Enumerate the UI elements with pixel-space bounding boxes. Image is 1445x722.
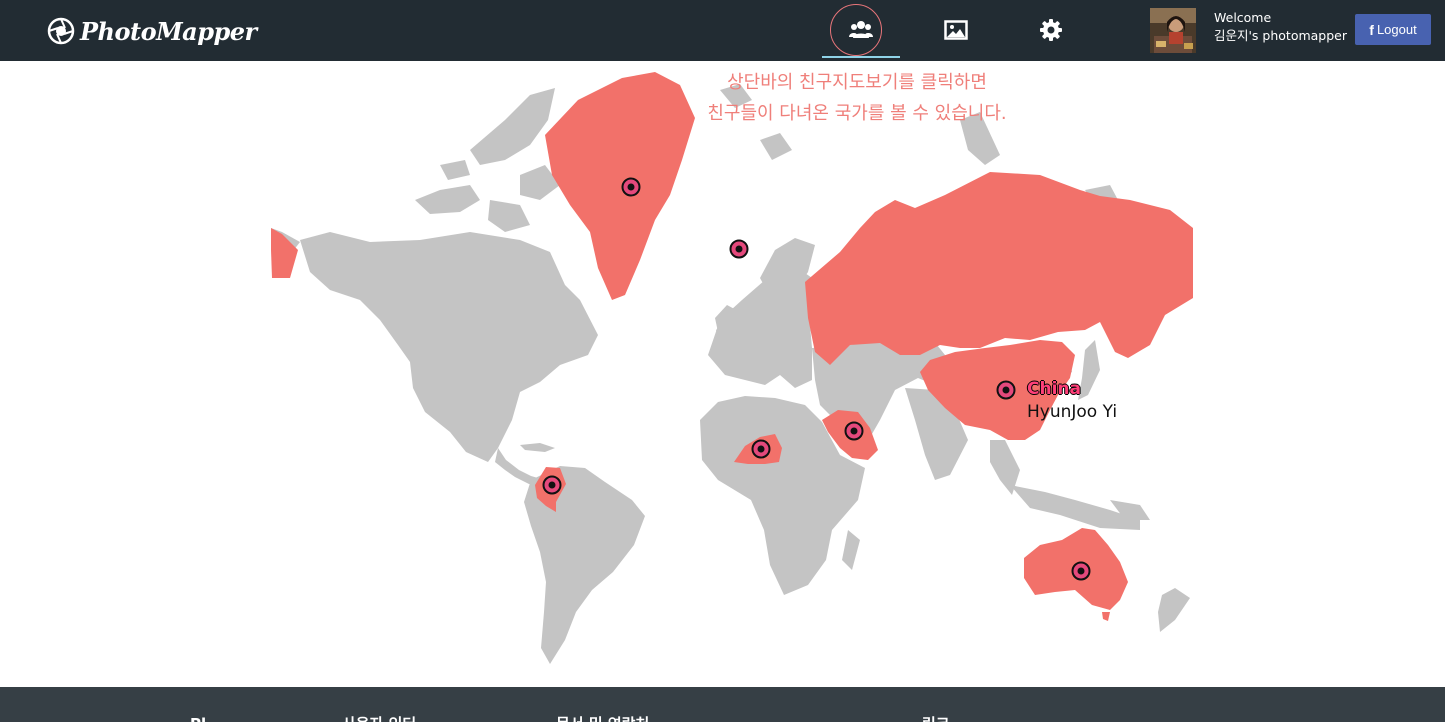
marker-niger[interactable]	[751, 439, 771, 459]
nav-photos[interactable]	[917, 6, 995, 54]
active-tab-indicator	[822, 56, 900, 58]
camera-aperture-icon	[47, 17, 75, 45]
map-hint-line-2: 친구들이 다녀온 국가를 볼 수 있습니다.	[707, 103, 1007, 124]
logout-label: Logout	[1376, 22, 1417, 37]
profile-photo	[1150, 8, 1196, 53]
welcome-block: Welcome 김운지's photomapper	[1214, 9, 1347, 45]
top-navbar: PhotoMapper	[0, 0, 1445, 61]
country-australia-tasmania	[1102, 612, 1110, 621]
avatar[interactable]	[1150, 8, 1196, 53]
facebook-f-icon: f	[1369, 21, 1374, 38]
land-masses	[271, 84, 1190, 664]
footer-heading-3: 문서 및 연락처	[556, 714, 649, 722]
map-hint-line-1: 상단바의 친구지도보기를 클릭하면	[727, 72, 987, 93]
marker-australia[interactable]	[1071, 561, 1091, 581]
brand-name: PhotoMapper	[80, 16, 257, 46]
nav-highlight-ring	[830, 4, 882, 56]
logout-button[interactable]: f Logout	[1355, 14, 1431, 45]
user-page-name: 김운지's photomapper	[1214, 28, 1348, 43]
marker-greenland[interactable]	[621, 177, 641, 197]
marker-colombia[interactable]	[542, 475, 562, 495]
marker-china[interactable]	[996, 380, 1016, 400]
tooltip-country: China	[1027, 379, 1081, 399]
footer-heading-2: 사용자 인터	[342, 714, 416, 722]
welcome-text: Welcome	[1214, 10, 1272, 25]
world-map-svg	[271, 72, 1193, 664]
map-tooltip: China HyunJoo Yi	[1027, 378, 1117, 424]
country-russia-east-tip	[271, 228, 298, 278]
tooltip-person: HyunJoo Yi	[1027, 402, 1118, 422]
marker-iceland[interactable]	[729, 239, 749, 259]
map-hint: 상단바의 친구지도보기를 클릭하면 친구들이 다녀온 국가를 볼 수 있습니다.	[650, 67, 1064, 129]
country-russia	[805, 172, 1193, 365]
image-icon	[944, 20, 968, 40]
nav-settings[interactable]	[1012, 6, 1090, 54]
country-greenland	[545, 72, 695, 300]
nav-friends-map[interactable]	[822, 4, 900, 58]
footer-heading-4: 링크	[922, 714, 950, 722]
footer-heading-1: Pl	[190, 714, 206, 722]
world-map[interactable]	[0, 61, 1445, 687]
gear-icon	[1040, 19, 1062, 41]
brand-logo[interactable]: PhotoMapper	[47, 14, 257, 48]
photo-markers[interactable]	[542, 177, 1091, 581]
footer: Pl 사용자 인터 문서 및 연락처 링크	[0, 687, 1445, 722]
marker-saudi-arabia[interactable]	[844, 421, 864, 441]
